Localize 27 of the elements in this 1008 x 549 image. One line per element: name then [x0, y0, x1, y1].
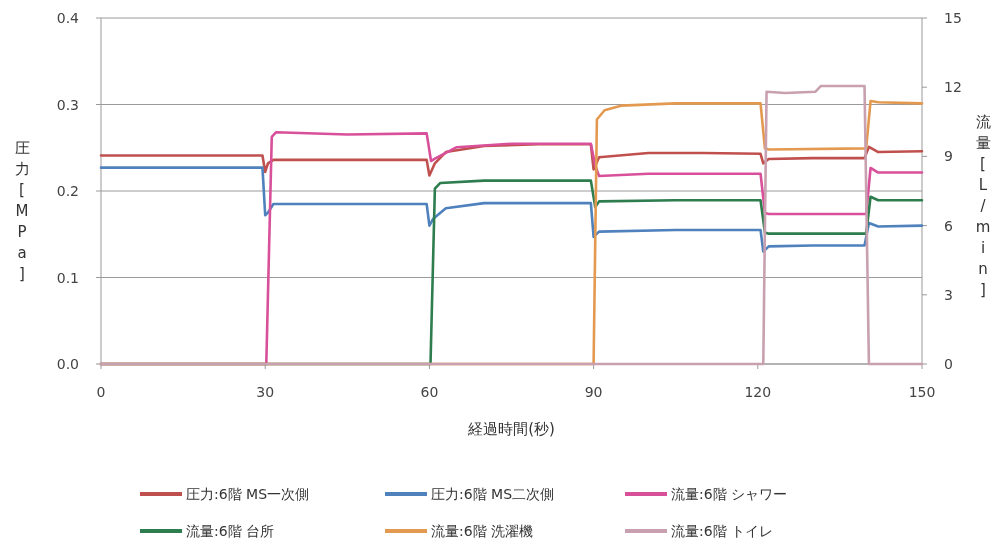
legend-label: 流量:6階 台所	[186, 523, 275, 539]
legend-label: 圧力:6階 MS二次側	[431, 486, 555, 502]
y-tick-label: 0.1	[56, 269, 79, 286]
legend-label: 流量:6階 洗濯機	[431, 523, 534, 539]
x-tick-label: 0	[96, 384, 106, 400]
y2-tick-label: 3	[944, 286, 953, 303]
x-tick-label: 30	[256, 384, 275, 400]
legend-label: 圧力:6階 MS一次側	[186, 486, 310, 502]
y-tick-label: 0.3	[56, 96, 79, 113]
y-tick-label: 0.4	[56, 10, 80, 26]
legend-label: 流量:6階 トイレ	[671, 523, 774, 539]
line-series	[99, 166, 924, 253]
x-axis-title: 経過時間(秒)	[467, 420, 555, 438]
x-tick-label: 120	[744, 384, 772, 400]
y2-tick-label: 9	[944, 148, 953, 165]
text: 流量[L/min]	[975, 113, 991, 299]
y-axis-title: 圧力[MPa]	[14, 139, 30, 283]
y2-tick-label: 6	[944, 217, 953, 234]
y2-tick-label: 0	[944, 356, 953, 372]
y2-tick-label: 12	[944, 79, 962, 96]
y-tick-label: 0.2	[56, 183, 79, 199]
y-tick-label: 0.0	[56, 356, 79, 372]
x-tick-label: 60	[420, 384, 439, 400]
x-tick-label: 150	[908, 384, 936, 400]
x-tick-label: 90	[584, 384, 603, 400]
y2-tick-label: 15	[944, 10, 962, 26]
legend-label: 流量:6階 シャワー	[671, 486, 788, 502]
